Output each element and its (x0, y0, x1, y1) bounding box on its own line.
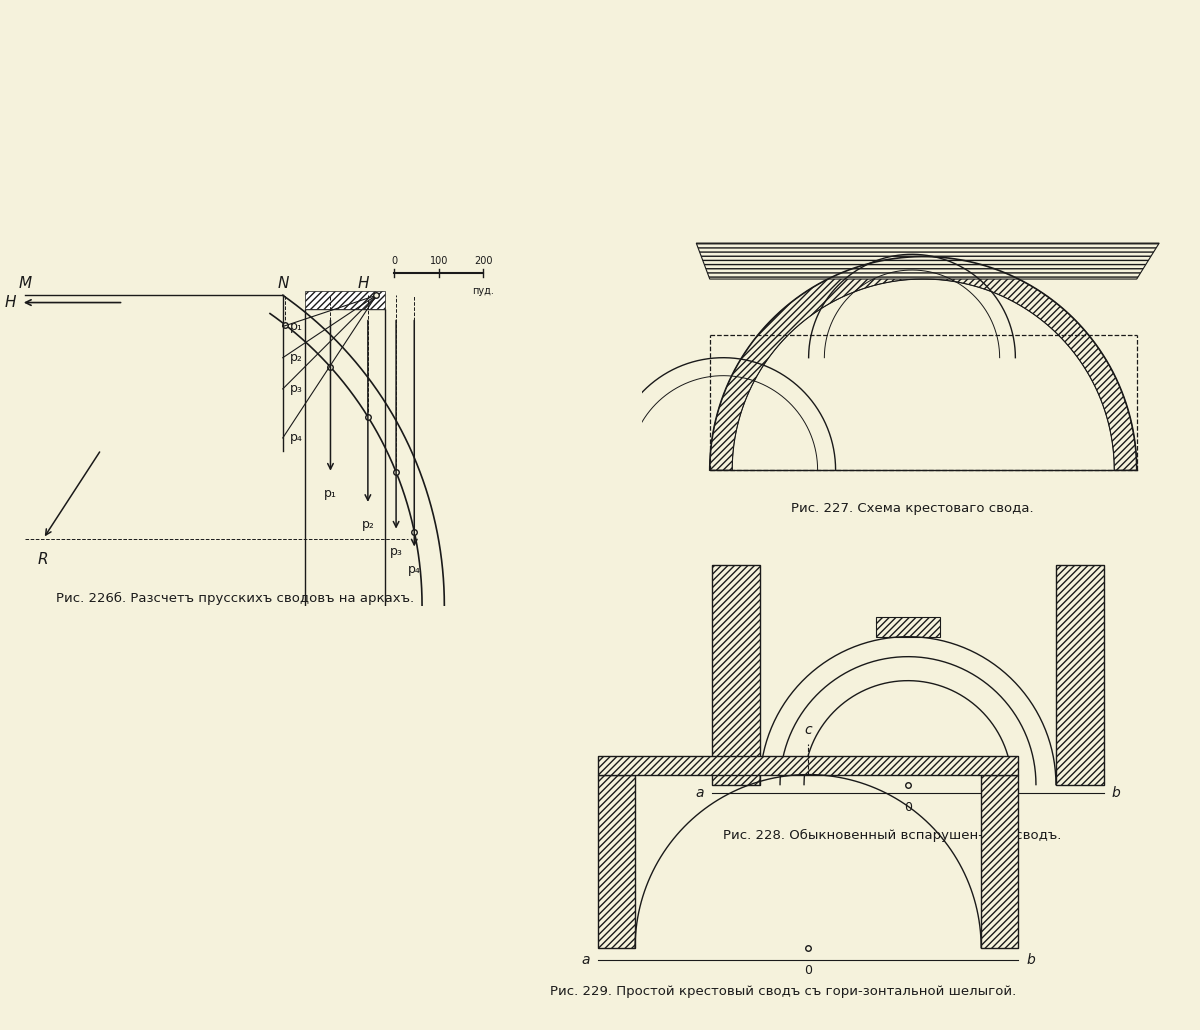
Text: 0: 0 (804, 964, 812, 977)
Polygon shape (982, 775, 1019, 948)
Text: R: R (38, 552, 48, 568)
Text: p₂: p₂ (289, 351, 302, 365)
Polygon shape (598, 756, 1019, 775)
Text: c: c (804, 723, 812, 737)
Text: 100: 100 (430, 256, 448, 267)
Text: a: a (581, 953, 589, 967)
Polygon shape (712, 564, 760, 785)
Polygon shape (1056, 564, 1104, 785)
Text: Рис. 227. Схема крестоваго свода.: Рис. 227. Схема крестоваго свода. (791, 502, 1033, 515)
Text: p₄: p₄ (408, 562, 421, 576)
Text: b: b (1026, 953, 1036, 967)
Text: H: H (358, 276, 368, 290)
Polygon shape (709, 256, 1136, 470)
Text: 0: 0 (391, 256, 397, 267)
Text: Рис. 226б. Разсчетъ прусскихъ сводовъ на аркахъ.: Рис. 226б. Разсчетъ прусскихъ сводовъ на… (55, 592, 414, 606)
Polygon shape (876, 617, 940, 637)
Text: p₃: p₃ (289, 382, 302, 396)
Text: пуд.: пуд. (473, 286, 494, 297)
Text: Рис. 228. Обыкновенный вспарушен-ный сводъ.: Рис. 228. Обыкновенный вспарушен-ный сво… (722, 828, 1061, 842)
Text: H: H (5, 295, 17, 310)
Text: b: b (1112, 786, 1121, 799)
Polygon shape (283, 628, 408, 646)
Text: p₃: p₃ (390, 545, 402, 558)
Text: N: N (277, 276, 288, 290)
Text: M: M (19, 276, 32, 290)
Polygon shape (598, 775, 635, 948)
Text: p₂: p₂ (361, 518, 374, 531)
Text: p₄: p₄ (289, 432, 302, 444)
Text: a: a (696, 786, 704, 799)
Text: 200: 200 (474, 256, 493, 267)
Polygon shape (696, 243, 1159, 279)
Text: Рис. 229. Простой крестовый сводъ съ гори-зонтальной шелыгой.: Рис. 229. Простой крестовый сводъ съ гор… (551, 985, 1016, 998)
Text: 0: 0 (904, 800, 912, 814)
Polygon shape (305, 290, 385, 309)
Text: p₁: p₁ (324, 487, 337, 500)
Text: p₁: p₁ (289, 320, 302, 333)
